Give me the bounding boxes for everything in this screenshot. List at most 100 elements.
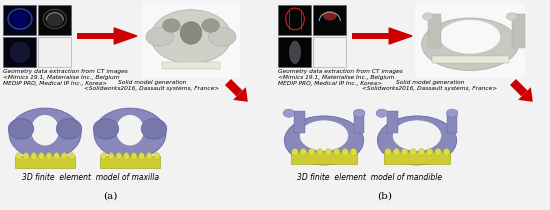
Bar — [387, 111, 398, 133]
Ellipse shape — [419, 148, 425, 155]
Ellipse shape — [24, 153, 29, 159]
Ellipse shape — [377, 116, 456, 165]
Ellipse shape — [422, 18, 519, 71]
Ellipse shape — [507, 13, 518, 20]
Bar — [100, 156, 161, 168]
Ellipse shape — [46, 11, 64, 27]
Ellipse shape — [10, 41, 30, 63]
Polygon shape — [510, 79, 527, 96]
Ellipse shape — [447, 109, 458, 117]
Ellipse shape — [101, 153, 106, 159]
Ellipse shape — [292, 148, 298, 155]
Ellipse shape — [108, 153, 114, 159]
Ellipse shape — [385, 148, 391, 155]
Ellipse shape — [334, 148, 340, 155]
Bar — [3, 5, 36, 35]
Bar — [77, 33, 114, 39]
Text: Solid model generation
<Solidworks2016, Dassault systems, France>: Solid model generation <Solidworks2016, … — [85, 80, 219, 91]
Ellipse shape — [283, 109, 294, 117]
Bar — [3, 37, 36, 67]
Ellipse shape — [325, 148, 332, 155]
Ellipse shape — [300, 120, 348, 151]
Ellipse shape — [163, 19, 180, 32]
Ellipse shape — [31, 115, 59, 146]
Polygon shape — [233, 87, 248, 102]
Bar — [142, 3, 240, 78]
Ellipse shape — [376, 109, 388, 117]
Text: Geometry data extraction from CT images
<Mimics 19.1, Materialise Inc., Belgium
: Geometry data extraction from CT images … — [278, 69, 403, 86]
Ellipse shape — [202, 19, 219, 32]
Bar — [313, 5, 346, 35]
Polygon shape — [225, 79, 243, 96]
Ellipse shape — [9, 108, 81, 159]
Ellipse shape — [141, 119, 167, 139]
Text: Solid model generation
<Solidworks2016, Dassault systems, France>: Solid model generation <Solidworks2016, … — [362, 80, 498, 91]
Text: 3D finite  element  model of maxilla: 3D finite element model of maxilla — [21, 173, 158, 182]
Bar — [294, 111, 305, 133]
Bar — [3, 101, 87, 173]
Text: 3D finite  element  model of mandible: 3D finite element model of mandible — [298, 173, 443, 182]
Bar — [371, 101, 463, 173]
Polygon shape — [518, 87, 533, 102]
Bar — [415, 3, 525, 78]
Ellipse shape — [289, 41, 301, 64]
Ellipse shape — [116, 153, 122, 159]
Ellipse shape — [62, 153, 67, 159]
Ellipse shape — [427, 148, 433, 155]
Ellipse shape — [69, 153, 75, 159]
Ellipse shape — [393, 120, 441, 151]
Ellipse shape — [423, 13, 434, 20]
Bar — [15, 156, 75, 168]
Ellipse shape — [393, 148, 399, 155]
Ellipse shape — [12, 11, 29, 27]
Text: (a): (a) — [103, 192, 117, 201]
Bar — [383, 152, 450, 164]
Ellipse shape — [284, 116, 364, 165]
Bar — [432, 55, 509, 63]
Bar — [512, 14, 525, 48]
Bar — [88, 101, 172, 173]
Ellipse shape — [46, 153, 52, 159]
Ellipse shape — [443, 148, 449, 155]
Ellipse shape — [208, 27, 236, 46]
Ellipse shape — [440, 20, 500, 54]
Ellipse shape — [309, 148, 315, 155]
Bar — [313, 37, 346, 67]
Ellipse shape — [354, 109, 365, 117]
Ellipse shape — [323, 11, 337, 21]
Ellipse shape — [146, 27, 173, 46]
Ellipse shape — [8, 119, 34, 139]
Ellipse shape — [116, 115, 144, 146]
Bar — [38, 37, 71, 67]
Polygon shape — [114, 28, 137, 44]
Text: (b): (b) — [377, 192, 393, 201]
Ellipse shape — [180, 22, 202, 44]
Ellipse shape — [31, 153, 37, 159]
Ellipse shape — [435, 148, 441, 155]
Ellipse shape — [317, 148, 323, 155]
Bar — [38, 5, 71, 35]
Bar — [352, 33, 389, 39]
Bar — [278, 37, 311, 67]
Ellipse shape — [131, 153, 137, 159]
Ellipse shape — [402, 148, 408, 155]
Bar — [290, 152, 358, 164]
Ellipse shape — [56, 119, 82, 139]
Bar — [162, 62, 221, 69]
Ellipse shape — [410, 148, 416, 155]
Ellipse shape — [139, 153, 145, 159]
Ellipse shape — [146, 153, 152, 159]
Bar — [278, 5, 311, 35]
Ellipse shape — [124, 153, 129, 159]
Ellipse shape — [300, 148, 306, 155]
Ellipse shape — [39, 153, 44, 159]
Ellipse shape — [154, 153, 160, 159]
Polygon shape — [389, 28, 412, 44]
Ellipse shape — [54, 153, 59, 159]
Bar — [278, 101, 370, 173]
Bar — [428, 14, 442, 48]
Bar — [354, 111, 365, 133]
Ellipse shape — [350, 148, 356, 155]
Ellipse shape — [342, 148, 348, 155]
Ellipse shape — [94, 108, 166, 159]
